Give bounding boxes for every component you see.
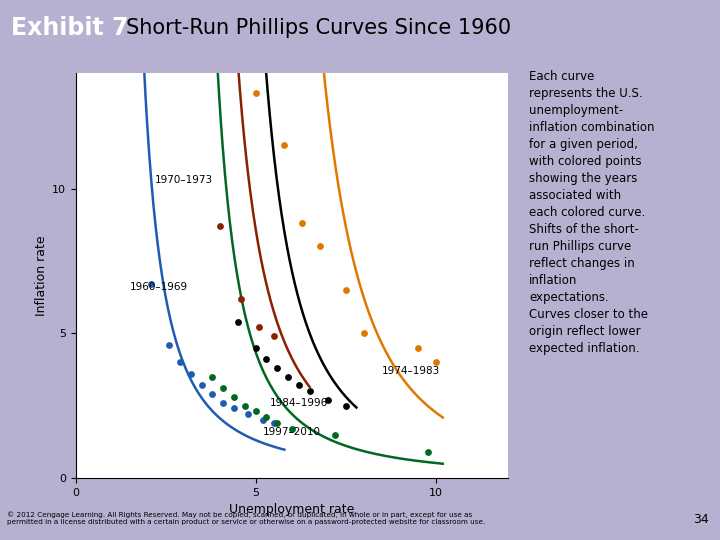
Point bbox=[250, 343, 261, 352]
Point bbox=[196, 381, 207, 390]
Text: 1960–1969: 1960–1969 bbox=[130, 282, 188, 292]
Point bbox=[257, 416, 269, 424]
Text: 1997–2010: 1997–2010 bbox=[263, 427, 321, 436]
Text: Short-Run Phillips Curves Since 1960: Short-Run Phillips Curves Since 1960 bbox=[126, 18, 511, 38]
Point bbox=[329, 430, 341, 439]
Text: 1984–1996: 1984–1996 bbox=[270, 397, 328, 408]
Point bbox=[207, 390, 218, 399]
Point bbox=[423, 448, 434, 456]
Point bbox=[430, 358, 441, 367]
Text: 1974–1983: 1974–1983 bbox=[382, 366, 440, 376]
Point bbox=[286, 424, 297, 433]
Point bbox=[235, 294, 247, 303]
Point bbox=[358, 329, 369, 338]
Text: 1970–1973: 1970–1973 bbox=[155, 175, 213, 185]
Text: Each curve
represents the U.S.
unemployment-
inflation combination
for a given p: Each curve represents the U.S. unemploym… bbox=[529, 70, 654, 355]
Point bbox=[297, 219, 308, 228]
Point bbox=[271, 363, 283, 372]
X-axis label: Unemployment rate: Unemployment rate bbox=[229, 503, 354, 516]
Point bbox=[174, 358, 186, 367]
Point bbox=[217, 399, 229, 407]
Point bbox=[228, 404, 240, 413]
Point bbox=[250, 89, 261, 97]
Point bbox=[243, 410, 254, 418]
Point bbox=[217, 384, 229, 393]
Point bbox=[271, 418, 283, 427]
Point bbox=[145, 280, 157, 288]
Point bbox=[163, 341, 175, 349]
Point bbox=[340, 401, 351, 410]
Text: Exhibit 7: Exhibit 7 bbox=[11, 16, 128, 40]
Point bbox=[279, 141, 290, 150]
Y-axis label: Inflation rate: Inflation rate bbox=[35, 235, 48, 316]
Text: 34: 34 bbox=[693, 513, 709, 526]
Point bbox=[185, 369, 197, 378]
Point bbox=[268, 418, 279, 427]
Point bbox=[232, 318, 243, 326]
Point bbox=[253, 323, 265, 332]
Point bbox=[412, 343, 423, 352]
Text: © 2012 Cengage Learning. All Rights Reserved. May not be copied, scanned, or dup: © 2012 Cengage Learning. All Rights Rese… bbox=[7, 511, 485, 524]
Point bbox=[268, 332, 279, 341]
Point bbox=[214, 222, 225, 231]
Point bbox=[239, 401, 251, 410]
Point bbox=[282, 373, 294, 381]
Point bbox=[261, 413, 272, 421]
Point bbox=[228, 393, 240, 401]
Point bbox=[340, 286, 351, 294]
Point bbox=[293, 381, 305, 390]
Point bbox=[322, 395, 333, 404]
Point bbox=[207, 373, 218, 381]
Point bbox=[261, 355, 272, 363]
Point bbox=[315, 242, 326, 251]
Point bbox=[304, 387, 315, 395]
Point bbox=[250, 407, 261, 416]
